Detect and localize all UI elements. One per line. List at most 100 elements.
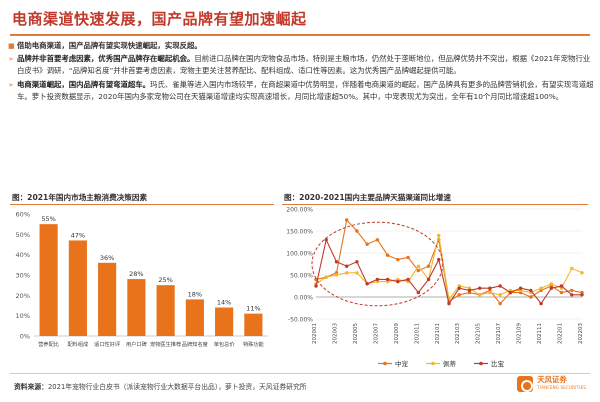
left-chart-divider bbox=[10, 204, 274, 205]
data-point bbox=[406, 255, 410, 260]
data-point bbox=[477, 293, 482, 297]
x-tick-label: 202105 bbox=[476, 323, 482, 344]
data-point bbox=[375, 277, 380, 282]
bar bbox=[185, 299, 204, 336]
data-point bbox=[344, 218, 349, 222]
data-point bbox=[549, 286, 554, 290]
bullet-item: ➢ 电商渠道崛起，国内品牌有望弯道超车。玛氏、雀巢等进入国内市场较早，在商超渠道… bbox=[8, 79, 594, 103]
data-point bbox=[334, 260, 339, 264]
data-point bbox=[488, 290, 492, 295]
data-point bbox=[467, 288, 472, 293]
data-point bbox=[529, 295, 533, 299]
data-point bbox=[559, 290, 564, 295]
data-point bbox=[416, 290, 421, 295]
x-tick-label: 配料组成 bbox=[67, 340, 88, 348]
data-point bbox=[355, 229, 359, 233]
data-point bbox=[580, 271, 584, 275]
data-point bbox=[314, 284, 318, 288]
data-point bbox=[324, 275, 328, 279]
x-tick-label: 品牌知名度 bbox=[182, 340, 208, 348]
highlight-circle bbox=[311, 221, 444, 307]
footer-text: 2021年宠物行业白皮书（派读宠物行业大数据平台出品），萝卜投资，天风证券研究所 bbox=[47, 383, 307, 391]
x-tick-label: 202109 bbox=[517, 323, 523, 344]
data-point bbox=[498, 293, 502, 297]
y-tick-label: 0% bbox=[20, 333, 30, 341]
bar-chart: 0% 10% 20% 30% 40% 50% 60% 55% 营养配比 47% 配料组成 36% 适口性… bbox=[16, 211, 268, 348]
data-point bbox=[488, 286, 492, 290]
right-chart-divider bbox=[282, 204, 588, 205]
data-label: 28% bbox=[129, 270, 143, 278]
data-point bbox=[570, 288, 574, 293]
data-point bbox=[385, 277, 390, 282]
bullet-heading: 借助电商渠道，国产品牌有望实现快速崛起，实现反超。 bbox=[17, 41, 202, 50]
x-tick-label: 202005 bbox=[353, 323, 359, 344]
data-point bbox=[498, 301, 502, 306]
bullet-text: 玛氏、雀巢等进入国内市场较早，在商超渠道中优势明显，伴随着电商渠道的崛起，国产品… bbox=[17, 79, 594, 101]
data-label: 55% bbox=[41, 215, 55, 223]
data-point bbox=[518, 286, 523, 290]
y-tick-label: 150.00% bbox=[286, 229, 313, 236]
data-point bbox=[344, 271, 349, 275]
x-tick-label: 202001 bbox=[312, 323, 318, 344]
data-point bbox=[477, 286, 482, 290]
data-point bbox=[437, 233, 441, 238]
data-point bbox=[396, 257, 400, 262]
footer-source: 资料来源：2021年宠物行业白皮书（派读宠物行业大数据平台出品），萝卜投资，天风… bbox=[14, 381, 307, 391]
data-point bbox=[580, 293, 584, 297]
bar bbox=[68, 240, 87, 336]
x-tick-label: 用户口碑 bbox=[126, 340, 147, 348]
y-tick-label: 40% bbox=[16, 251, 30, 259]
x-tick-label: 营养配比 bbox=[38, 340, 59, 348]
data-point bbox=[508, 290, 513, 295]
y-tick-label: -50.00% bbox=[288, 317, 313, 324]
data-label: 14% bbox=[217, 299, 231, 307]
y-tick-label: 10% bbox=[16, 312, 30, 320]
left-chart-title: 图：2021年国内市场主粮消费决策因素 bbox=[12, 193, 148, 202]
data-point bbox=[416, 268, 421, 273]
x-tick-label: 202203 bbox=[578, 323, 584, 344]
data-label: 25% bbox=[158, 276, 172, 284]
legend-marker bbox=[431, 361, 435, 366]
x-tick-label: 202103 bbox=[455, 323, 461, 344]
data-point bbox=[570, 266, 574, 271]
data-point bbox=[570, 293, 574, 297]
arrow-bullet-icon: ➢ bbox=[8, 80, 14, 89]
data-point bbox=[416, 264, 421, 268]
data-point bbox=[457, 293, 461, 297]
legend-marker bbox=[383, 361, 387, 366]
x-tick-label: 202007 bbox=[373, 323, 379, 344]
logo-name: 天风证券 bbox=[537, 375, 567, 384]
x-tick-label: 宠物医生推荐 bbox=[150, 340, 181, 348]
data-point bbox=[365, 282, 369, 286]
x-tick-label: 202107 bbox=[496, 323, 502, 344]
bar bbox=[156, 285, 175, 336]
title-divider bbox=[10, 34, 590, 36]
data-label: 36% bbox=[100, 254, 114, 262]
legend-marker bbox=[479, 361, 483, 366]
data-point bbox=[539, 301, 543, 306]
bar bbox=[127, 279, 146, 336]
page-title: 电商渠道快速发展，国产品牌有望加速崛起 bbox=[12, 10, 307, 28]
bullet-heading: 品牌并非首要考虑因素，优秀国产品牌存在崛起机会。 bbox=[17, 54, 195, 64]
y-tick-label: 200.00% bbox=[286, 207, 313, 214]
data-label: 47% bbox=[71, 231, 85, 239]
data-label: 11% bbox=[246, 305, 260, 313]
data-point bbox=[559, 284, 564, 288]
footer-divider bbox=[10, 373, 590, 374]
y-tick-label: 50.00% bbox=[290, 273, 313, 280]
y-tick-label: 60% bbox=[16, 211, 30, 219]
footer-label: 资料来源： bbox=[14, 383, 48, 391]
logo-name-en: TIANFENG SECURITIES bbox=[537, 385, 586, 390]
bar bbox=[39, 224, 58, 336]
data-label: 18% bbox=[188, 290, 202, 298]
data-point bbox=[426, 264, 431, 268]
data-point bbox=[426, 277, 431, 282]
y-tick-label: 100.00% bbox=[286, 251, 313, 258]
data-point bbox=[406, 277, 410, 282]
data-point bbox=[355, 271, 359, 275]
data-point bbox=[539, 286, 543, 290]
data-point bbox=[457, 286, 461, 290]
data-point bbox=[437, 257, 441, 262]
bullet-text: 目前进口品牌在国内宠物食品市场，特别是主粮市场，仍然处于垄断地位，但品牌优势并不… bbox=[17, 54, 591, 76]
x-tick-label: 202009 bbox=[394, 323, 400, 344]
